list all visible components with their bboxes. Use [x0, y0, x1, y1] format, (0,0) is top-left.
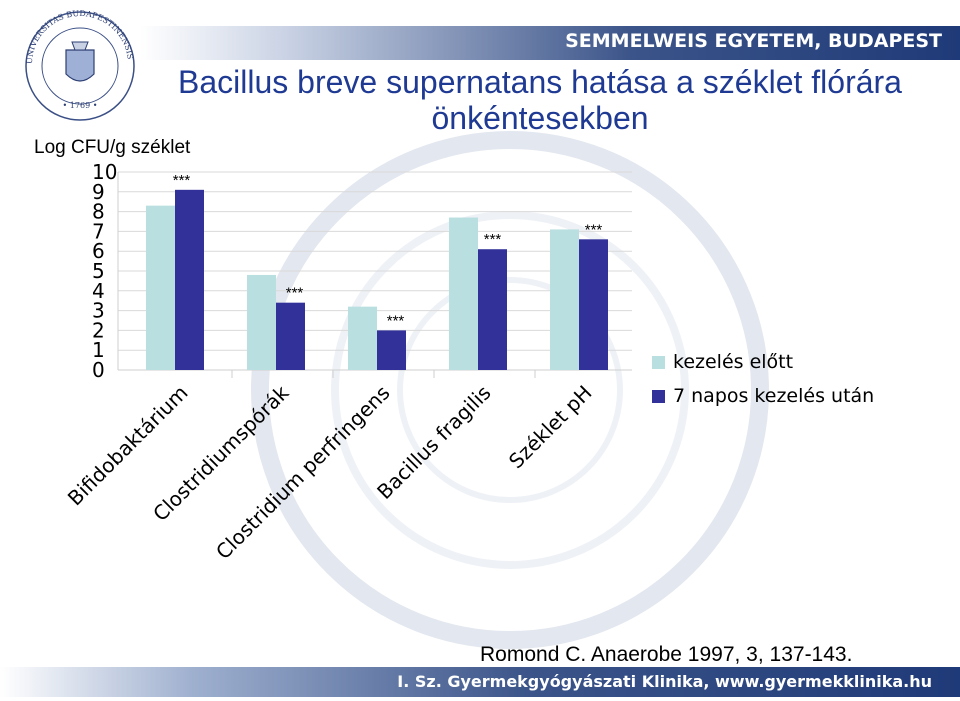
y-tick-label: 2 [92, 318, 105, 342]
chart-title: Bacillus breve supernatans hatása a szék… [178, 64, 902, 136]
significance-label: *** [173, 172, 191, 189]
y-tick-label: 7 [92, 219, 105, 243]
citation: Romond C. Anaerobe 1997, 3, 137-143. [480, 643, 853, 666]
significance-label: *** [585, 221, 603, 238]
header-band: SEMMELWEIS EGYETEM, BUDAPEST [140, 26, 960, 60]
y-tick-label: 9 [92, 180, 105, 204]
legend-item-before: kezelés előtt [652, 345, 874, 379]
legend-label-before: kezelés előtt [673, 351, 794, 373]
bar [550, 229, 579, 370]
significance-label: *** [387, 312, 405, 329]
y-axis-label: Log CFU/g széklet [34, 137, 191, 158]
bar [348, 306, 377, 370]
y-tick-label: 1 [92, 338, 105, 362]
y-tick-label: 8 [92, 200, 105, 224]
bar [146, 205, 175, 370]
legend-label-after: 7 napos kezelés után [673, 385, 875, 407]
legend-swatch-before [652, 355, 665, 369]
bar [276, 302, 305, 370]
x-category-label: Széklet pH [504, 381, 597, 474]
significance-label: *** [286, 285, 304, 302]
bar [449, 217, 478, 370]
y-tick-label: 6 [92, 239, 105, 263]
svg-text:• 1769 •: • 1769 • [63, 101, 98, 110]
footer-band: I. Sz. Gyermekgyógyászati Klinika, www.g… [0, 667, 960, 697]
significance-label: *** [484, 231, 502, 248]
y-tick-label: 3 [92, 299, 105, 323]
institution-name: SEMMELWEIS EGYETEM, BUDAPEST [565, 30, 942, 52]
bar [579, 239, 608, 370]
legend-item-after: 7 napos kezelés után [652, 379, 874, 413]
watermark-seal [251, 131, 769, 649]
y-tick-label: 5 [92, 259, 105, 283]
clinic-name: I. Sz. Gyermekgyógyászati Klinika, www.g… [397, 672, 932, 691]
university-seal-logo: UNIVERSITAS BUDAPESTINENSIS DE SEMMELWEI… [10, 4, 135, 121]
x-category-label: Clostridium perfringens [211, 381, 394, 564]
chart-legend: kezelés előtt 7 napos kezelés után [652, 345, 874, 413]
bar [175, 189, 204, 370]
y-tick-label: 10 [92, 160, 117, 184]
bar [247, 274, 276, 370]
legend-swatch-after [652, 389, 665, 403]
y-tick-label: 4 [92, 279, 105, 303]
bar [377, 330, 406, 370]
y-tick-label: 0 [92, 358, 105, 382]
bar [478, 249, 507, 370]
